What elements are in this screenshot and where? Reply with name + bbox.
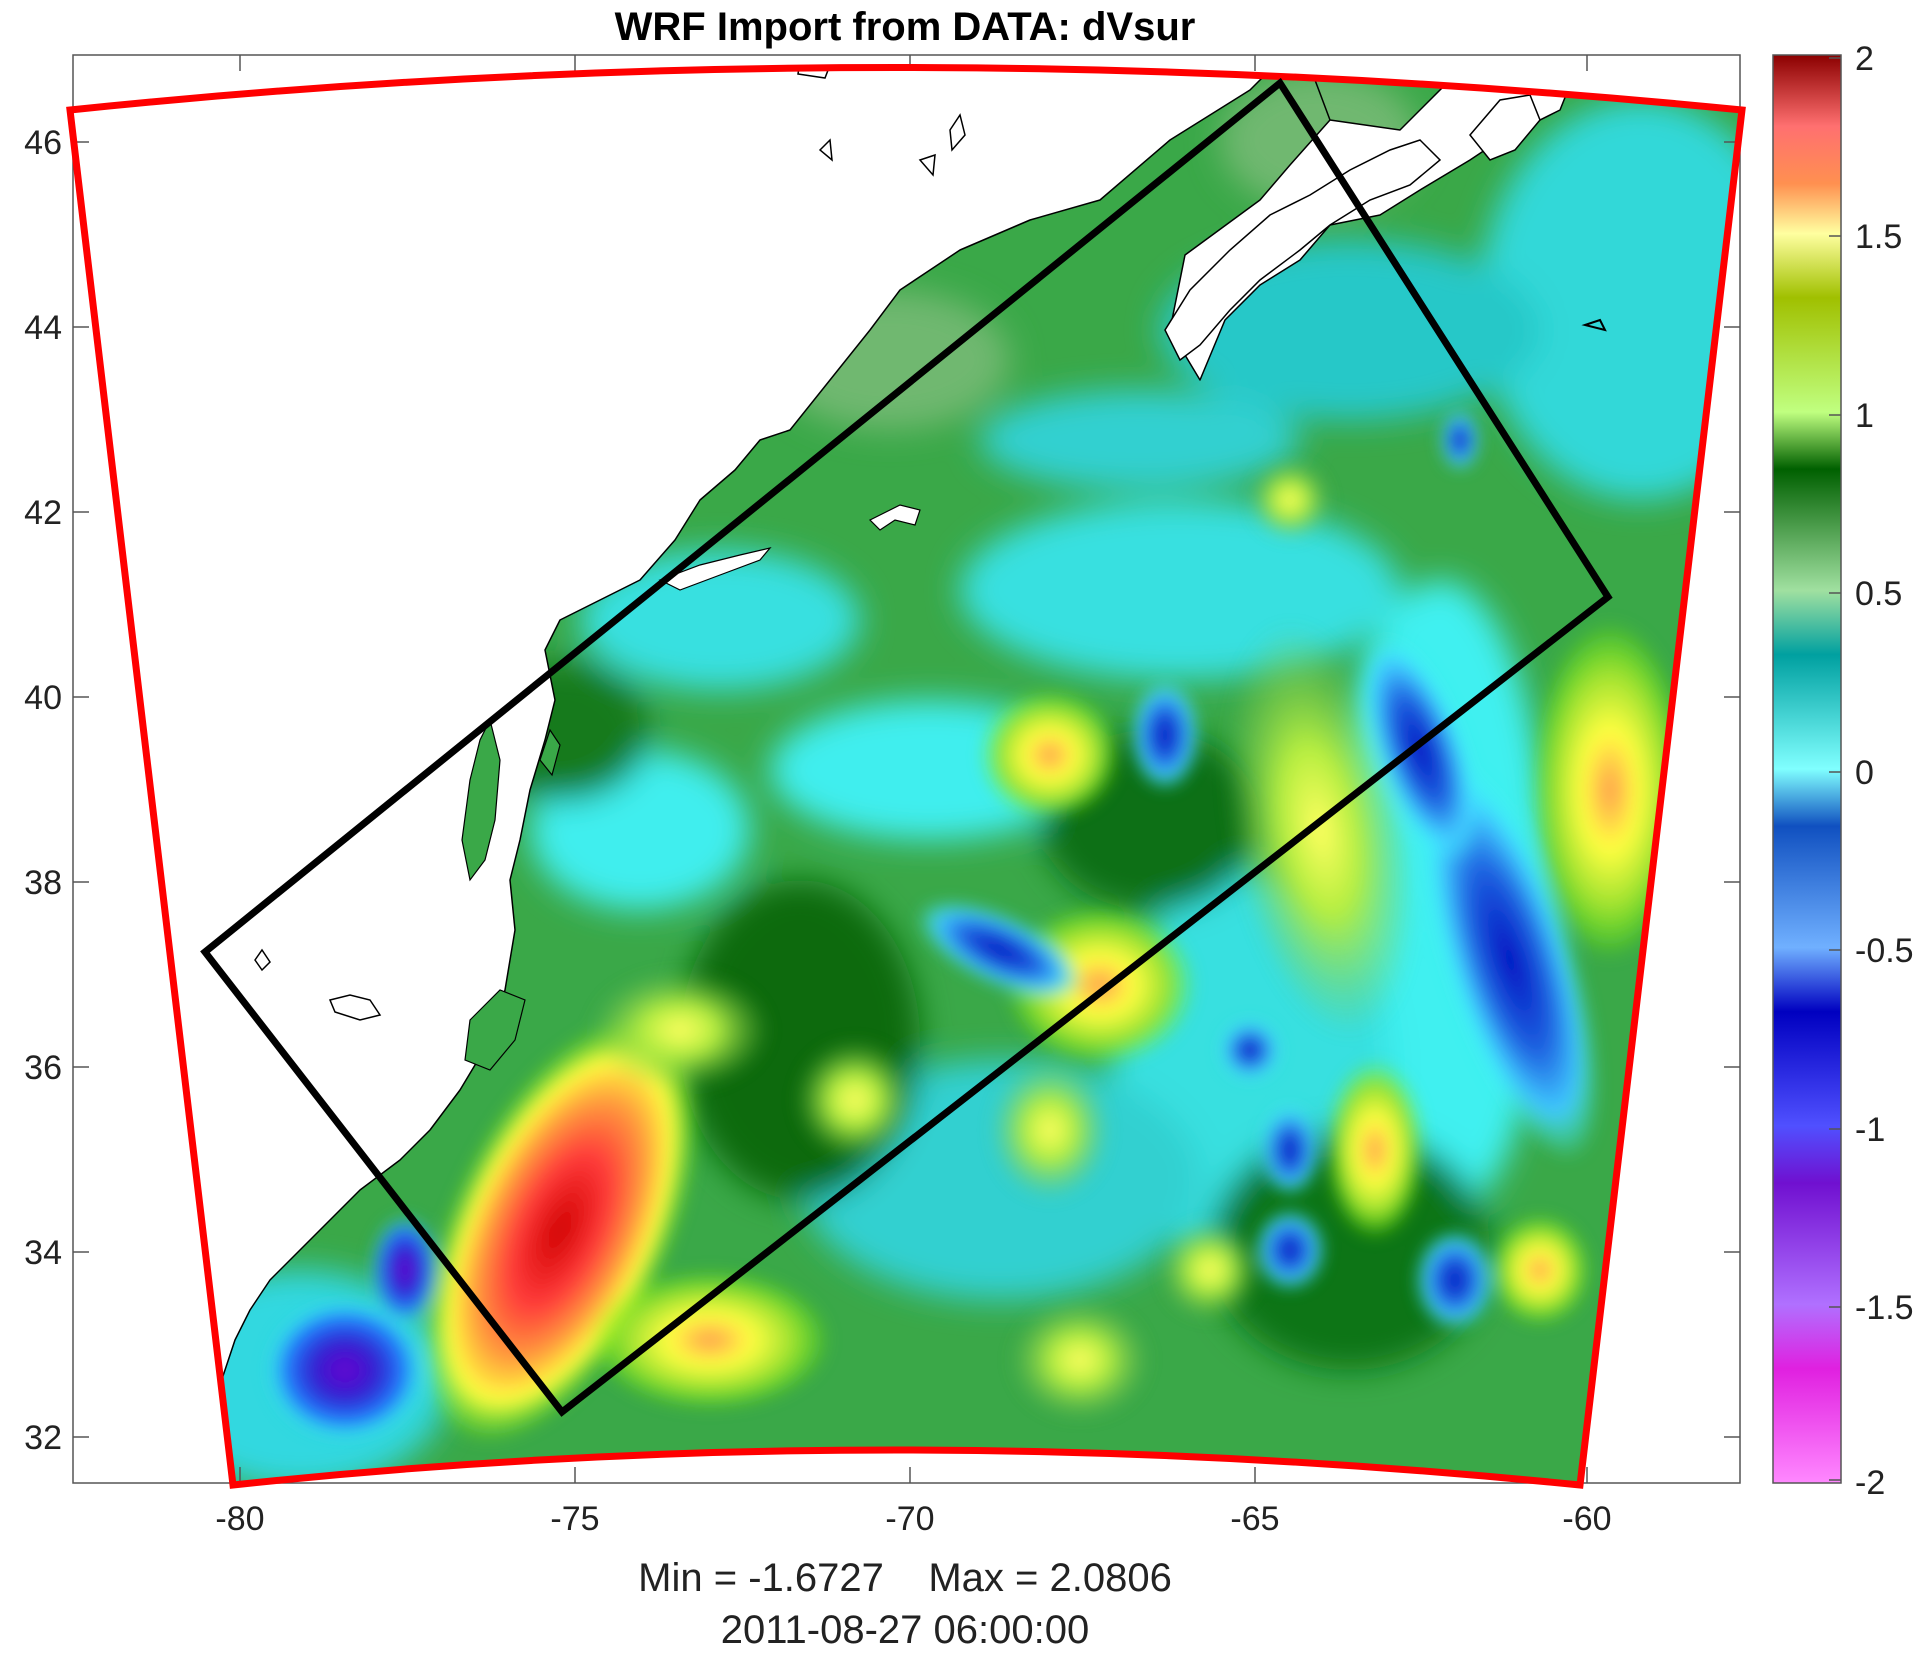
colorbar-gradient [1773,55,1841,1483]
colorbar-tick-label: -2 [1855,1464,1885,1502]
y-tick-label: 42 [24,494,62,532]
cyan-patch [980,390,1300,490]
colorbar-tick-label: 0 [1855,754,1874,792]
delaware-bay [539,728,561,777]
positive-anomaly [1160,1220,1260,1320]
north-america-land [70,67,1601,1471]
y-tick-label: 36 [24,1049,62,1087]
x-tick-label: -65 [1230,1500,1279,1538]
negative-anomaly [1220,1020,1280,1080]
y-tick-label: 38 [24,864,62,902]
min-max-stats: Min = -1.6727 Max = 2.0806 [638,1556,1172,1600]
colorbar-tick-label: -1.5 [1855,1289,1914,1327]
colorbar: 2 1.5 1 0.5 0 -0.5 -1 -1.5 -2 [1772,40,1914,1502]
inner-domain-boundary [200,77,1613,1417]
inland-lake [918,153,936,177]
positive-anomaly [1325,1060,1425,1240]
y-tick-label: 32 [24,1419,62,1457]
negative-anomaly [370,1215,440,1325]
y-tick-label: 34 [24,1234,62,1272]
cape-cod-land [868,504,921,531]
negative-anomaly [917,900,1083,1000]
positive-anomaly [990,1060,1110,1200]
inland-lake [328,994,382,1021]
negative-anomaly [1415,1230,1495,1330]
positive-anomaly [590,970,770,1090]
x-axis-labels: -80 -75 -70 -65 -60 [215,1500,1611,1538]
y-tick-label: 44 [24,309,62,347]
y-tick-label: 46 [24,124,62,162]
x-tick-label: -60 [1562,1500,1611,1538]
negative-anomaly [265,1300,425,1440]
negative-anomaly [1440,410,1480,470]
long-island-land [658,547,772,591]
colorbar-tick-marks [1829,57,1841,1481]
x-tick-label: -75 [550,1500,599,1538]
cyan-patch [580,550,860,690]
positive-anomaly [1490,1215,1590,1325]
positive-anomaly [1010,1300,1150,1420]
inland-lake [254,948,271,972]
map-title: WRF Import from DATA: dVsur [615,5,1196,49]
negative-anomaly [1255,1210,1325,1290]
colorbar-tick-label: 0.5 [1855,575,1902,613]
negative-anomaly [1130,680,1200,790]
land-area [70,67,1607,1471]
colorbar-tick-label: -0.5 [1855,932,1914,970]
cape-breton-land [1469,94,1541,161]
outer-domain-boundary [66,64,1746,1489]
colorbar-tick-label: 1 [1855,397,1874,435]
inland-lake [1581,318,1607,332]
y-axis-labels: 46 44 42 40 38 36 34 32 [24,124,62,1457]
negative-anomaly [1361,636,1479,864]
axes-border [72,54,1741,1484]
map-axes [66,54,1746,1489]
chesapeake-bay [461,718,501,882]
colorbar-tick-label: -1 [1855,1111,1885,1149]
pamlico-sound [464,989,526,1071]
x-tick-label: -80 [215,1500,264,1538]
negative-anomaly [1260,1105,1320,1195]
positive-anomaly [420,1016,700,1444]
timestamp: 2011-08-27 06:00:00 [721,1608,1089,1652]
nova-scotia-land [1164,139,1442,362]
positive-anomaly [590,1270,830,1410]
positive-anomaly [1250,460,1330,540]
positive-anomaly [795,1040,915,1160]
inland-lake [818,138,833,162]
colorbar-border [1772,54,1842,1484]
inland-lake [949,113,966,152]
colorbar-tick-label: 2 [1855,40,1874,78]
tick-marks [73,55,1740,1483]
y-tick-label: 40 [24,679,62,717]
positive-anomaly [980,690,1120,820]
x-tick-label: -70 [885,1500,934,1538]
colorbar-tick-label: 1.5 [1855,218,1902,256]
